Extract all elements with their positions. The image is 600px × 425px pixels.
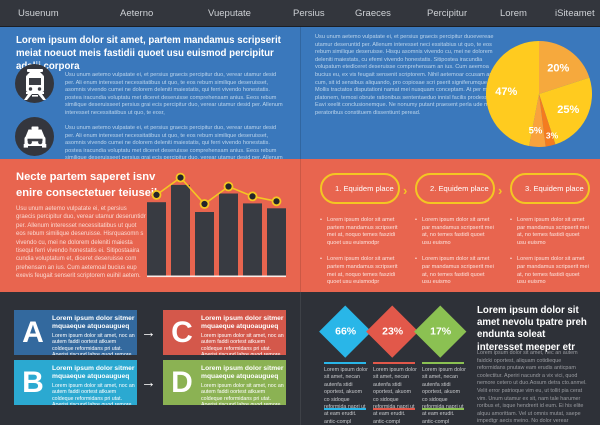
svg-text:20%: 20% bbox=[547, 62, 569, 74]
svg-text:5%: 5% bbox=[529, 126, 543, 137]
svg-text:3%: 3% bbox=[546, 131, 559, 141]
svg-text:25%: 25% bbox=[557, 104, 579, 116]
svg-text:47%: 47% bbox=[495, 86, 517, 98]
